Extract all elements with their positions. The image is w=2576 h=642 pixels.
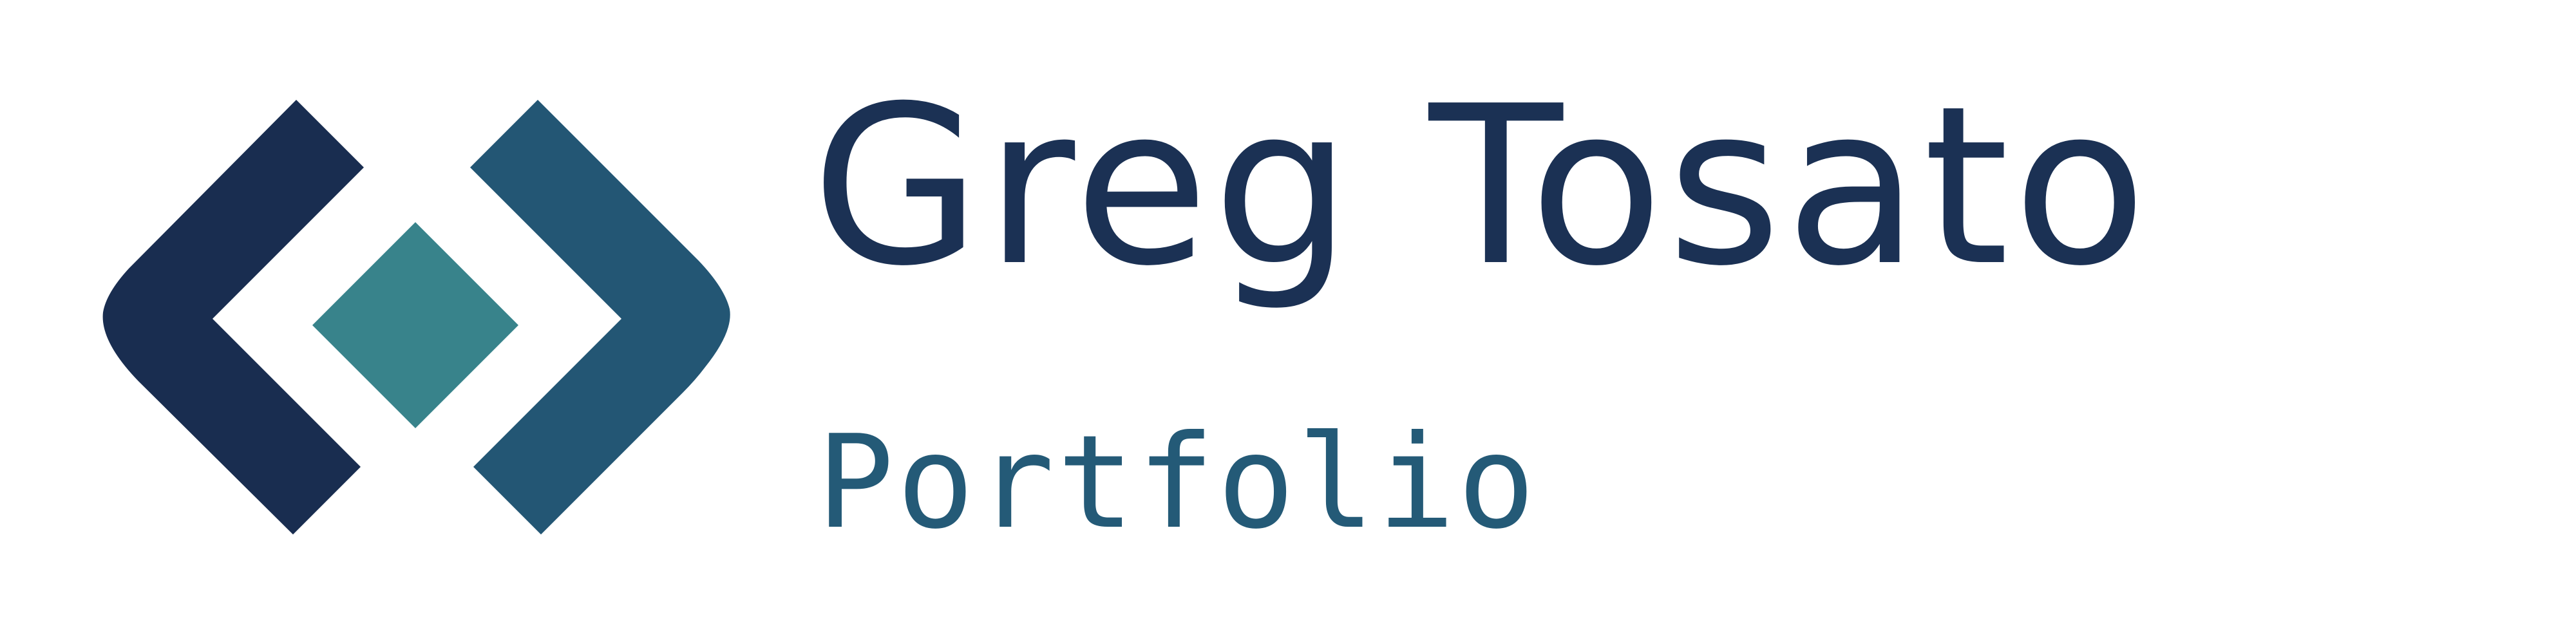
brand-name: Greg Tosato — [811, 59, 2151, 314]
left-bracket-icon — [102, 100, 364, 534]
wordmark: Greg Tosato Portfolio — [811, 77, 2550, 567]
right-bracket-icon — [470, 100, 730, 534]
logo-icon — [100, 100, 737, 544]
brand-tagline: Portfolio — [817, 408, 1538, 558]
diamond-icon — [312, 222, 518, 428]
